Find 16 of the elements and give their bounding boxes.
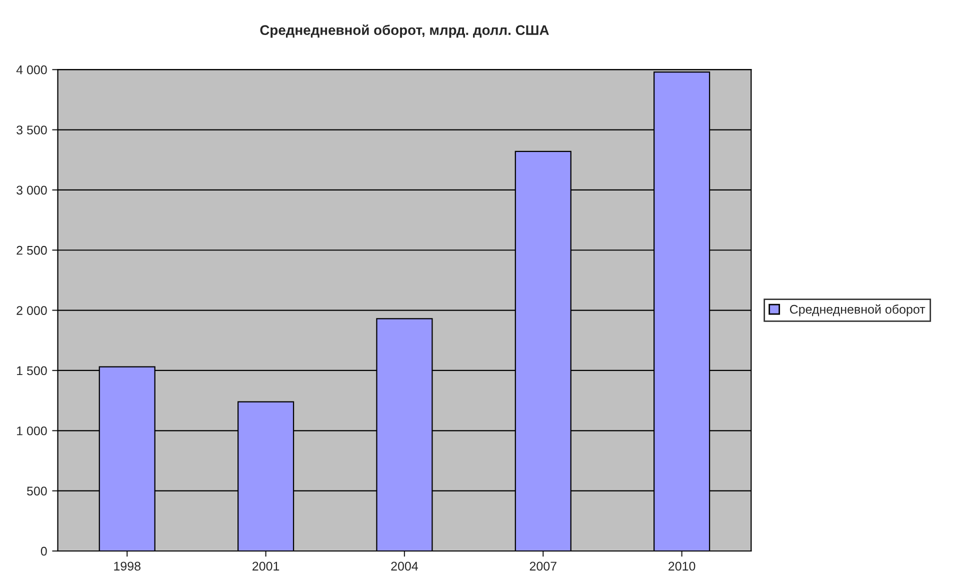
y-tick-label: 4 000 [16,65,47,74]
x-tick-label: 2010 [668,562,696,571]
legend-label: Среднедневной оборот [790,304,926,316]
y-tick-label: 1 000 [17,426,47,436]
x-tick-label: 2001 [252,562,280,571]
y-tick-label: 2 000 [16,306,47,315]
y-tick-label: 1 500 [17,366,47,376]
y-tick-label: 3 500 [16,126,47,134]
chart-title: Среднедневной оборот, млрд. долл. США [260,24,549,38]
y-tick-label: 2 500 [16,246,47,255]
y-tick-label: 500 [27,486,47,496]
x-tick-label: 2004 [391,562,418,571]
y-tick-label: 3 000 [16,186,47,195]
x-tick-label: 1998 [114,562,140,571]
y-tick-label: 0 [40,546,47,556]
x-tick-label: 2007 [530,562,556,571]
